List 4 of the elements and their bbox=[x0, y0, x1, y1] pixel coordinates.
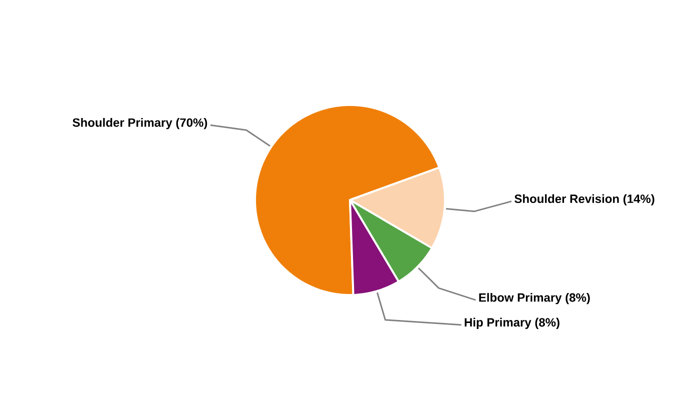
slice-label: Shoulder Primary (70%) bbox=[72, 118, 208, 130]
slice-label: Shoulder Revision (14%) bbox=[514, 194, 654, 206]
slice-label: Hip Primary (8%) bbox=[464, 318, 560, 329]
slice-label: Elbow Primary (8%) bbox=[479, 292, 590, 304]
